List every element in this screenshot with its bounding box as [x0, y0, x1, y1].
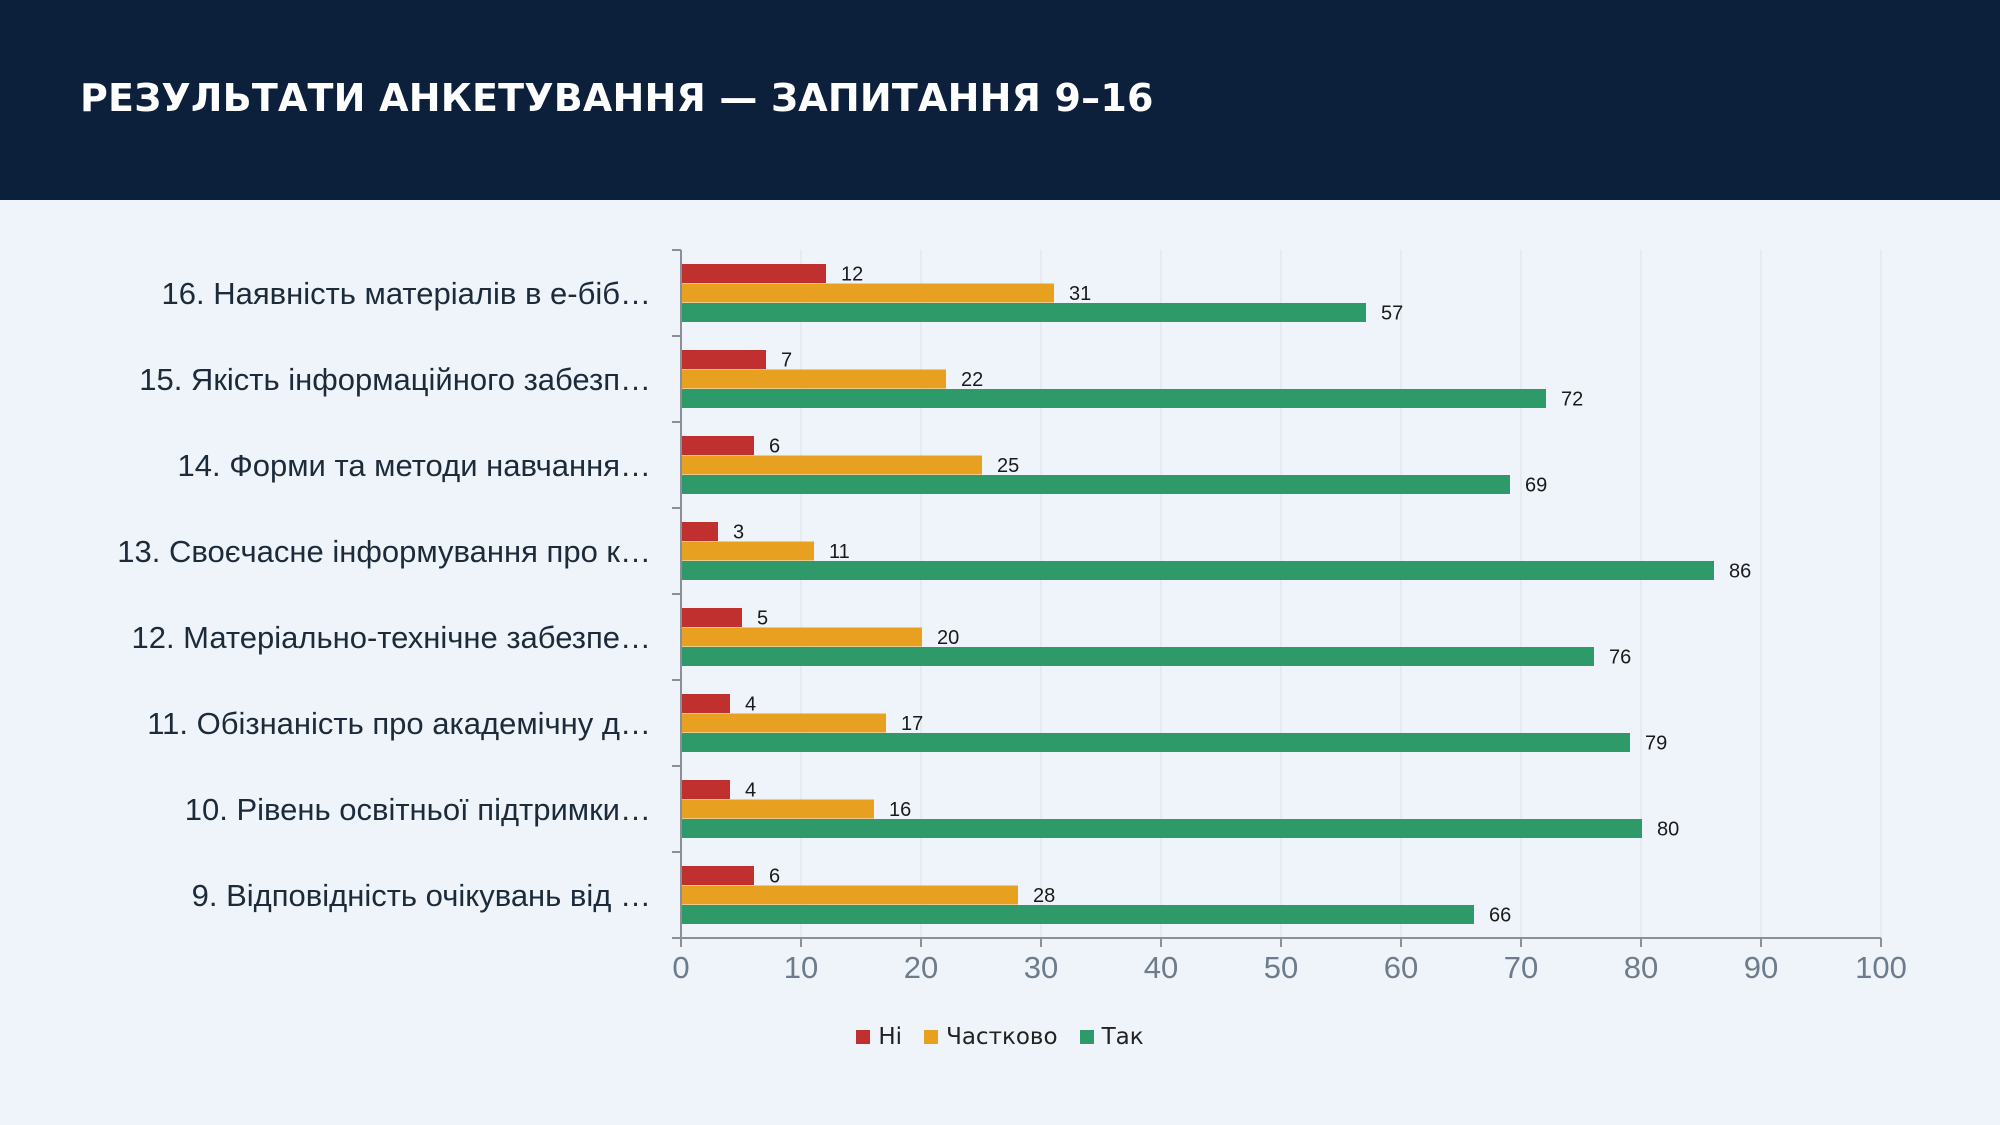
bar [682, 522, 718, 541]
x-tick-label: 50 [1264, 950, 1298, 985]
data-label: 22 [961, 369, 983, 391]
legend-swatch-chastkovo [924, 1030, 939, 1044]
bar [682, 819, 1642, 838]
bar [682, 866, 754, 885]
bar [682, 350, 766, 369]
data-label: 4 [745, 694, 756, 716]
bar [682, 647, 1594, 666]
bar-chart: 0 10 20 30 40 50 60 70 80 90 100 9. Відповідність о… [117, 249, 1907, 985]
legend-label-tak: Так [1101, 1024, 1144, 1050]
legend-label-ni: Ні [878, 1024, 903, 1050]
data-label: 3 [733, 522, 744, 544]
bar [682, 436, 754, 455]
x-tick-label: 40 [1144, 950, 1178, 985]
data-label: 69 [1525, 475, 1547, 497]
data-label: 28 [1033, 885, 1055, 907]
bar [682, 885, 1018, 905]
legend-item-ni: Ні [856, 1024, 902, 1050]
bar [682, 475, 1510, 494]
legend-swatch-ni [856, 1030, 871, 1044]
data-label: 11 [829, 541, 850, 563]
bar [682, 608, 742, 627]
bar [682, 369, 946, 389]
data-label: 5 [757, 608, 768, 630]
bar [682, 541, 814, 561]
category-label: 16. Наявність матеріалів в е-біб… [162, 276, 652, 311]
data-label: 4 [745, 780, 756, 802]
data-label: 80 [1657, 819, 1679, 841]
data-label: 31 [1069, 283, 1091, 305]
legend-item-tak: Так [1079, 1024, 1144, 1050]
bar [682, 455, 982, 475]
x-tick-label: 80 [1624, 950, 1658, 985]
category-label: 10. Рівень освітньої підтримки… [185, 792, 651, 827]
data-label: 66 [1489, 905, 1511, 927]
chart-area: 0 10 20 30 40 50 60 70 80 90 100 9. Відповідність о… [0, 200, 2000, 1125]
bar [682, 389, 1546, 408]
x-tick-label: 60 [1384, 950, 1418, 985]
bar [682, 780, 730, 799]
bar [682, 264, 826, 283]
x-tick-label: 0 [672, 950, 689, 985]
legend-swatch-tak [1079, 1030, 1094, 1044]
bar [682, 713, 886, 733]
bar [682, 694, 730, 713]
category-label: 15. Якість інформаційного забезп… [139, 362, 651, 397]
x-tick-label: 10 [784, 950, 818, 985]
category-label: 11. Обізнаність про академічну д… [147, 706, 651, 741]
x-tick-label: 100 [1855, 950, 1907, 985]
x-tick-label: 20 [904, 950, 938, 985]
category-label: 14. Форми та методи навчання… [177, 448, 651, 483]
data-label: 16 [889, 799, 911, 821]
data-label: 72 [1561, 389, 1583, 411]
bar [682, 733, 1630, 752]
x-tick-label: 70 [1504, 950, 1538, 985]
data-label: 6 [769, 866, 780, 888]
data-label: 7 [781, 350, 792, 372]
data-label: 25 [997, 455, 1019, 477]
data-label: 12 [841, 264, 863, 286]
category-label: 9. Відповідність очікувань від … [192, 878, 651, 913]
legend-label-chastkovo: Частково [946, 1024, 1058, 1050]
data-label: 20 [937, 627, 959, 649]
data-label: 76 [1609, 647, 1631, 669]
slide-header: РЕЗУЛЬТАТИ АНКЕТУВАННЯ — ЗАПИТАННЯ 9–16 [0, 0, 2000, 200]
data-label: 86 [1729, 561, 1751, 583]
category-label: 12. Матеріально-технічне забезпе… [131, 620, 651, 655]
bar [682, 799, 874, 819]
bar [682, 627, 922, 647]
data-label: 79 [1645, 733, 1667, 755]
data-label: 6 [769, 436, 780, 458]
data-label: 57 [1381, 303, 1403, 325]
x-tick-label: 30 [1024, 950, 1058, 985]
chart-legend: Ні Частково Так [0, 1024, 2000, 1050]
x-tick-label: 90 [1744, 950, 1778, 985]
bar [682, 303, 1366, 322]
data-label: 17 [901, 713, 923, 735]
bar [682, 561, 1714, 580]
bar [682, 283, 1054, 303]
legend-item-chastkovo: Частково [924, 1024, 1058, 1050]
bar [682, 905, 1474, 924]
slide-title: РЕЗУЛЬТАТИ АНКЕТУВАННЯ — ЗАПИТАННЯ 9–16 [80, 76, 1154, 120]
category-label: 13. Своєчасне інформування про к… [117, 534, 651, 569]
